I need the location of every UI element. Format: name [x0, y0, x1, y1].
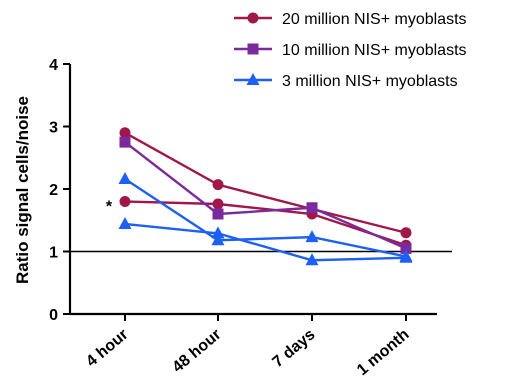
axes: 0 1 2 3 4 4 hour 48 hour 7 days 1 month	[49, 57, 437, 379]
series-line	[124, 141, 407, 250]
x-tick-label: 48 hour	[169, 326, 224, 376]
legend-triangle-marker	[246, 73, 260, 85]
triangle-marker	[118, 217, 132, 229]
significance-asterisk: *	[106, 199, 113, 216]
triangle-marker	[399, 250, 413, 263]
circle-marker	[212, 198, 224, 210]
x-tick-label: 4 hour	[83, 326, 131, 370]
y-tick-label: 4	[49, 57, 58, 74]
legend-item-1: 10 million NIS+ myoblasts	[234, 42, 467, 59]
legend-label: 10 million NIS+ myoblasts	[282, 42, 467, 59]
triangle-marker	[211, 226, 225, 239]
legend-item-0: 20 million NIS+ myoblasts	[234, 11, 467, 28]
series-line	[124, 177, 407, 258]
series-line	[124, 200, 407, 247]
triangle-marker	[305, 230, 319, 243]
y-tick-label: 1	[49, 245, 58, 262]
series-0-line-0	[119, 127, 412, 239]
triangle-marker	[305, 253, 319, 266]
triangle-marker	[118, 172, 132, 184]
legend-label: 20 million NIS+ myoblasts	[282, 11, 467, 28]
circle-marker	[212, 179, 224, 191]
legend-label: 3 million NIS+ myoblasts	[282, 73, 458, 90]
series-layer: *	[106, 127, 413, 266]
circle-marker	[119, 127, 131, 139]
triangle-marker	[211, 233, 225, 246]
y-tick-label: 3	[49, 120, 58, 137]
x-tick-label: 1 month	[354, 326, 413, 379]
circle-marker	[119, 196, 131, 207]
square-marker	[400, 242, 412, 254]
legend-circle-marker	[247, 12, 259, 24]
series-2-line-1	[118, 217, 413, 266]
circle-marker	[400, 227, 412, 239]
square-marker	[306, 202, 318, 214]
y-tick-label: 2	[49, 182, 58, 199]
square-marker	[212, 208, 224, 220]
y-axis-label: Ratio signal cells/noise	[13, 96, 32, 284]
series-line	[124, 131, 407, 234]
legend: 20 million NIS+ myoblasts 10 million NIS+…	[234, 11, 467, 90]
series-1-line-0	[119, 136, 412, 254]
y-tick-label: 0	[49, 307, 58, 324]
square-marker	[119, 136, 131, 148]
legend-square-marker	[247, 43, 259, 55]
series-line	[124, 222, 407, 262]
legend-item-2: 3 million NIS+ myoblasts	[234, 73, 458, 90]
x-tick-label: 7 days	[269, 326, 318, 371]
